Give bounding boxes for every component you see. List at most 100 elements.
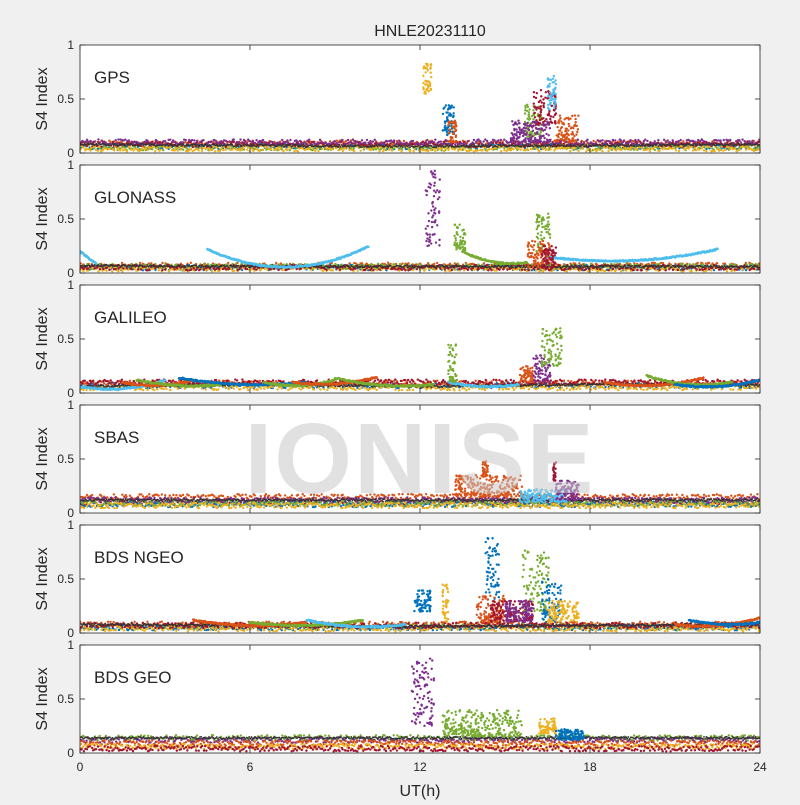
data-point [445, 104, 447, 106]
data-point [133, 148, 135, 150]
data-point [636, 141, 638, 143]
panel-label: GPS [94, 68, 130, 87]
data-point [449, 140, 451, 142]
data-point [513, 129, 515, 131]
data-point [642, 143, 644, 145]
data-point [630, 139, 632, 141]
data-point [590, 263, 592, 265]
data-point [90, 147, 92, 149]
data-point [227, 262, 229, 264]
plot-area [80, 45, 760, 153]
data-point [210, 145, 212, 147]
data-point [554, 114, 556, 116]
data-point [577, 128, 579, 130]
data-point [286, 139, 288, 141]
data-point [571, 131, 573, 133]
data-point [532, 118, 534, 120]
data-point [548, 99, 550, 101]
data-point [532, 129, 534, 131]
data-point [553, 90, 555, 92]
data-point [605, 140, 607, 142]
data-point [586, 139, 588, 141]
data-point [445, 111, 447, 113]
data-point [481, 149, 483, 151]
data-point [555, 83, 557, 85]
data-point [705, 150, 707, 152]
data-point [125, 145, 127, 147]
data-point [614, 139, 616, 141]
data-point [210, 148, 212, 150]
data-point [535, 97, 537, 99]
data-point [526, 122, 528, 124]
data-point [656, 143, 658, 145]
data-point [153, 146, 155, 148]
data-point [549, 148, 551, 150]
data-point [129, 146, 131, 148]
data-point [182, 148, 184, 150]
data-point [401, 262, 403, 264]
data-point [721, 143, 723, 145]
data-point [567, 129, 569, 131]
data-point [212, 146, 214, 148]
data-point [722, 149, 724, 151]
data-point [723, 139, 725, 141]
data-point [307, 146, 309, 148]
data-point [528, 111, 530, 113]
data-point [745, 148, 747, 150]
data-point [207, 263, 209, 265]
data-point [563, 147, 565, 149]
data-point [401, 145, 403, 147]
data-point [525, 132, 527, 134]
data-point [717, 139, 719, 141]
data-point [330, 144, 332, 146]
data-point [673, 147, 675, 149]
data-point [372, 140, 374, 142]
data-point [455, 125, 457, 127]
data-point [489, 148, 491, 150]
data-point [366, 139, 368, 141]
data-point [561, 135, 563, 137]
data-point [159, 141, 161, 143]
data-point [364, 142, 366, 144]
data-point [301, 147, 303, 149]
data-point [527, 106, 529, 108]
data-point [353, 142, 355, 144]
data-point [715, 145, 717, 147]
data-point [541, 101, 543, 103]
data-point [388, 146, 390, 148]
data-point [82, 141, 84, 143]
data-point [128, 139, 130, 141]
data-point [202, 139, 204, 141]
data-point [562, 139, 564, 141]
data-point [454, 148, 456, 150]
data-point [302, 146, 304, 148]
data-point [568, 123, 570, 125]
data-point [89, 140, 91, 142]
data-point [536, 128, 538, 130]
data-point [571, 115, 573, 117]
data-point [567, 134, 569, 136]
data-point [740, 141, 742, 143]
data-point [525, 148, 527, 150]
data-point [210, 140, 212, 142]
data-point [508, 149, 510, 151]
data-point [552, 78, 554, 80]
data-point [235, 263, 237, 265]
data-point [554, 87, 556, 89]
data-point [442, 113, 444, 115]
data-point [553, 109, 555, 111]
y-axis-label: S4 Index [34, 67, 51, 130]
data-point [550, 115, 552, 117]
data-point [620, 139, 622, 141]
data-point [174, 149, 176, 151]
data-point [559, 117, 561, 119]
data-point [262, 139, 264, 141]
data-point [452, 139, 454, 141]
data-point [156, 140, 158, 142]
data-point [575, 142, 577, 144]
data-point [543, 102, 545, 104]
data-point [568, 147, 570, 149]
